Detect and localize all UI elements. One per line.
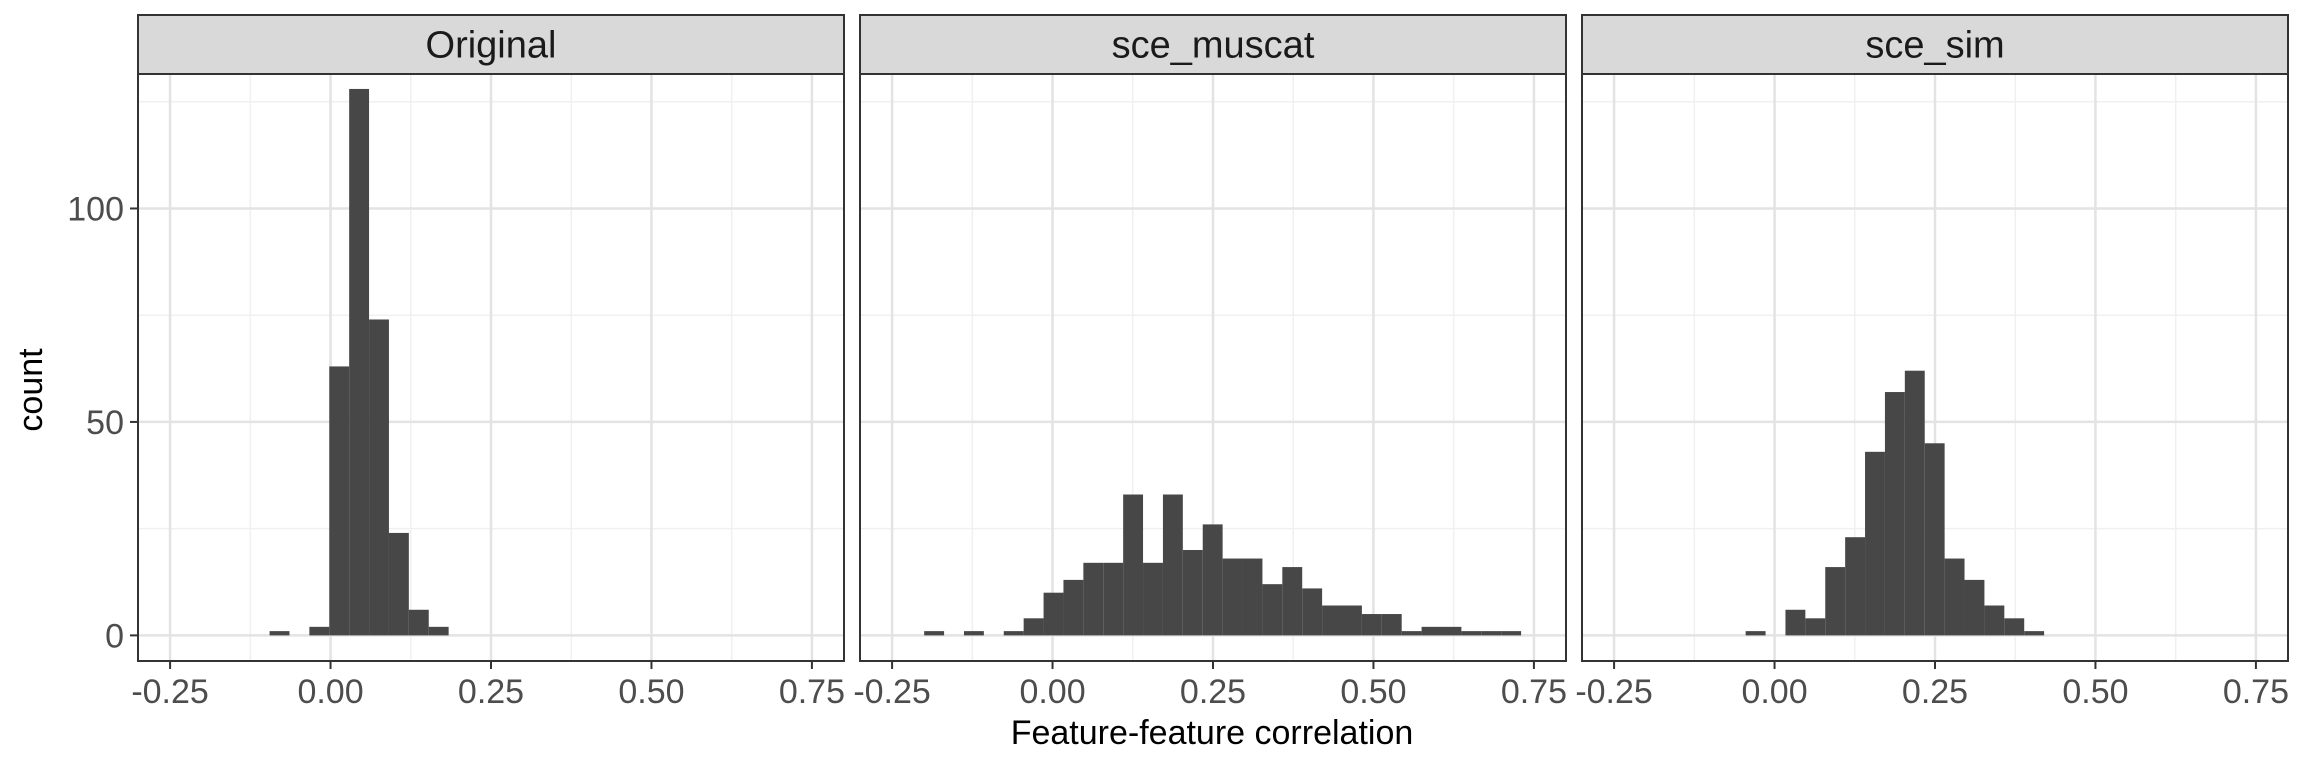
histogram-bar xyxy=(1805,618,1826,636)
x-tick-label: 0.75 xyxy=(2223,673,2289,711)
histogram-bar xyxy=(349,88,370,636)
y-tick-label: 0 xyxy=(105,617,124,655)
histogram-bar xyxy=(329,366,350,636)
histogram-bar xyxy=(1481,631,1502,636)
histogram-bar xyxy=(1322,605,1343,636)
x-tick-label: 0.25 xyxy=(458,673,524,711)
facet-strip-label: sce_sim xyxy=(1865,25,2004,67)
x-tick-label: -0.25 xyxy=(131,673,209,711)
histogram-bar xyxy=(428,626,449,636)
histogram-bar xyxy=(1361,614,1382,636)
x-tick-label: -0.25 xyxy=(1575,673,1653,711)
x-tick-label: 0.25 xyxy=(1902,673,1968,711)
histogram-bar xyxy=(269,631,290,636)
histogram-bar xyxy=(1242,558,1263,636)
histogram-bar xyxy=(1023,618,1044,636)
x-tick-label: 0.75 xyxy=(1501,673,1567,711)
histogram-bar xyxy=(1964,579,1985,636)
panel-sce-muscat: sce_muscat -0.25 0.00 0.25 0.50 0.75 xyxy=(853,14,1567,711)
x-tick-label: 0.25 xyxy=(1180,673,1246,711)
x-tick-label: 0.75 xyxy=(779,673,845,711)
facet-strip-label: Original xyxy=(426,25,557,67)
histogram-bar xyxy=(1785,609,1806,636)
histogram-bar xyxy=(1302,588,1323,636)
histogram-bar xyxy=(2004,618,2025,636)
histogram-bar xyxy=(1984,605,2005,636)
histogram-bar xyxy=(1083,562,1104,636)
histogram-bar xyxy=(1904,370,1925,636)
panel-sce-sim: sce_sim -0.25 0.00 0.25 0.50 0.75 xyxy=(1575,14,2289,711)
facet-strip-label: sce_muscat xyxy=(1112,25,1315,67)
histogram-bar xyxy=(1063,579,1084,636)
x-tick-label: 0.00 xyxy=(1741,673,1807,711)
facet-strip xyxy=(1581,14,2289,75)
histogram-bar xyxy=(2024,631,2045,636)
histogram-bar xyxy=(1162,494,1183,636)
histogram-bar xyxy=(1924,443,1945,636)
histogram-bar xyxy=(1381,614,1402,636)
histogram-bar xyxy=(1003,631,1024,636)
histogram-bar xyxy=(1944,558,1965,636)
histogram-bar xyxy=(924,631,945,636)
histogram-bar xyxy=(1262,584,1283,636)
histogram-bar xyxy=(1342,605,1362,636)
x-tick-label: 0.00 xyxy=(1019,673,1085,711)
x-tick-label: 0.00 xyxy=(297,673,363,711)
histogram-bar xyxy=(1421,626,1442,636)
x-axis-title: Feature-feature correlation xyxy=(1011,714,1414,752)
histogram-bar xyxy=(369,319,389,636)
histogram-bar xyxy=(309,626,330,636)
histogram-bar xyxy=(1123,494,1144,636)
facet-strip xyxy=(859,14,1567,75)
histogram-bar xyxy=(1282,567,1303,636)
histogram-bar xyxy=(1222,558,1243,636)
x-tick-label: 0.50 xyxy=(2062,673,2128,711)
histogram-bar xyxy=(1884,392,1905,636)
facet-strip xyxy=(137,14,845,75)
facet-panels: Original -0.25 0.00 0.25 0.50 0.75 0 50 100 sce_m… xyxy=(67,14,2289,711)
y-tick-label: 50 xyxy=(86,404,124,442)
histogram-bar xyxy=(1043,592,1064,636)
panel-Original: Original -0.25 0.00 0.25 0.50 0.75 0 50 100 xyxy=(67,14,845,711)
x-tick-label: 0.50 xyxy=(1340,673,1406,711)
histogram-bar xyxy=(1825,567,1846,636)
y-axis-title: count xyxy=(12,348,50,432)
histogram-bar xyxy=(1401,631,1422,636)
histogram-bar xyxy=(1845,537,1866,636)
histogram-bar xyxy=(963,631,984,636)
x-tick-label: -0.25 xyxy=(853,673,931,711)
y-tick-label: 100 xyxy=(67,190,124,228)
histogram-bar xyxy=(1441,626,1462,636)
histogram-bar xyxy=(1182,550,1203,636)
x-tick-label: 0.50 xyxy=(618,673,684,711)
histogram-bar xyxy=(388,532,409,636)
histogram-bar xyxy=(1461,631,1482,636)
histogram-bar xyxy=(1143,562,1163,636)
histogram-bar xyxy=(1103,562,1124,636)
histogram-bar xyxy=(1745,631,1766,636)
histogram-bar xyxy=(1202,524,1223,636)
histogram-bar xyxy=(408,609,429,636)
histogram-bar xyxy=(1501,631,1522,636)
histogram-bar xyxy=(1865,451,1885,636)
